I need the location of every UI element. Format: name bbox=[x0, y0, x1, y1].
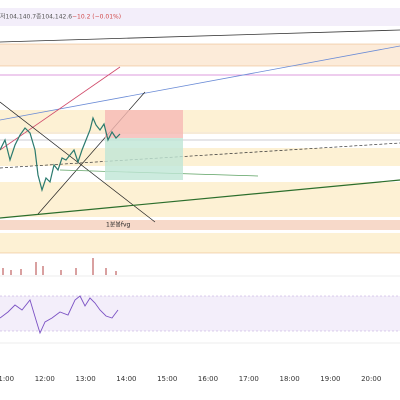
annotation-label: 1분봉fvg bbox=[106, 221, 131, 229]
top-zone bbox=[0, 8, 400, 26]
price-candles bbox=[0, 116, 121, 193]
time-tick-label: 14:00 bbox=[116, 375, 136, 383]
header-low: 저104,140.7 bbox=[0, 13, 36, 21]
indicator-band bbox=[0, 296, 400, 331]
time-tick-label: 17:00 bbox=[239, 375, 259, 383]
time-tick-label: 19:00 bbox=[320, 375, 340, 383]
volume-bars bbox=[2, 258, 117, 275]
header-change: −10.2 (−0.01%) bbox=[72, 14, 121, 21]
target-zone bbox=[105, 138, 183, 180]
time-axis: 11:00 12:00 13:00 14:00 15:00 16:00 17:00 18:00… bbox=[0, 375, 381, 383]
stop-zone bbox=[105, 110, 183, 138]
time-tick-label: 13:00 bbox=[76, 375, 96, 383]
time-tick-label: 16:00 bbox=[198, 375, 218, 383]
header-close: 종104,142.6 bbox=[36, 14, 72, 21]
time-tick-label: 11:00 bbox=[0, 375, 14, 383]
time-tick-label: 18:00 bbox=[280, 375, 300, 383]
time-tick-label: 15:00 bbox=[157, 375, 177, 383]
time-tick-label: 12:00 bbox=[35, 375, 55, 383]
time-tick-label: 20:00 bbox=[361, 375, 381, 383]
indicator-line bbox=[0, 295, 119, 335]
